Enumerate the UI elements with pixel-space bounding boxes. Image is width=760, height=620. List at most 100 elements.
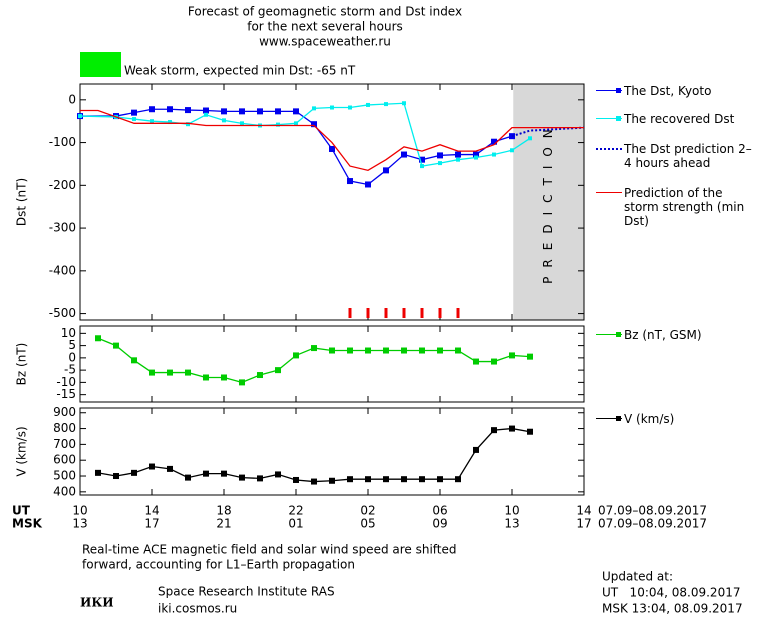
data-point bbox=[347, 476, 353, 483]
y-tick-label: -5 bbox=[64, 363, 76, 377]
x-tick-label: 06 bbox=[432, 504, 447, 518]
data-point bbox=[257, 475, 263, 482]
legend-swatch bbox=[594, 142, 624, 156]
data-point bbox=[168, 120, 172, 125]
data-point bbox=[491, 427, 497, 434]
data-point bbox=[329, 477, 335, 484]
data-point bbox=[510, 148, 514, 153]
data-point bbox=[275, 108, 281, 115]
updated: Updated at: bbox=[602, 570, 673, 584]
legend-item: The Dst prediction 2–4 hours ahead bbox=[594, 142, 754, 170]
plot-frame bbox=[79, 83, 585, 321]
data-point bbox=[437, 476, 443, 483]
y-axis-label: Bz (nT) bbox=[15, 343, 29, 386]
data-point bbox=[221, 108, 227, 115]
x-axis-label: UT bbox=[12, 504, 31, 518]
data-point bbox=[509, 352, 515, 359]
data-point bbox=[365, 476, 371, 483]
data-point bbox=[149, 369, 155, 376]
y-tick-label: -500 bbox=[49, 306, 76, 320]
data-point bbox=[528, 136, 532, 141]
y-tick-label: 400 bbox=[53, 484, 76, 498]
data-point bbox=[311, 478, 317, 485]
data-point bbox=[203, 470, 209, 477]
data-point bbox=[348, 105, 352, 110]
legend-item: The recovered Dst bbox=[594, 112, 754, 126]
data-point bbox=[419, 476, 425, 483]
x-tick-label-msk: 09 bbox=[432, 517, 447, 531]
y-tick-label: 600 bbox=[53, 453, 76, 467]
data-point bbox=[420, 164, 424, 169]
chart-title: Forecast of geomagnetic storm and Dst in… bbox=[188, 5, 462, 19]
data-point bbox=[167, 106, 173, 113]
x-tick-label: 10 bbox=[504, 504, 519, 518]
x-tick-label-msk: 13 bbox=[504, 517, 519, 531]
legend-line bbox=[596, 418, 622, 419]
legend-line bbox=[596, 334, 622, 335]
data-point bbox=[131, 109, 137, 116]
y-axis-label: V (km/s) bbox=[15, 426, 29, 476]
y-tick-label: 800 bbox=[53, 421, 76, 435]
x-tick-label: 14 bbox=[576, 504, 591, 518]
x-tick-label-msk: 13 bbox=[72, 517, 87, 531]
logo: ИКИ bbox=[80, 596, 114, 610]
legend-label: V (km/s) bbox=[624, 412, 675, 426]
data-point bbox=[383, 167, 389, 174]
legend-label: The recovered Dst bbox=[624, 112, 735, 126]
y-tick-label: -200 bbox=[49, 178, 76, 192]
data-point bbox=[456, 157, 460, 162]
y-tick-label: 500 bbox=[53, 469, 76, 483]
series-line bbox=[79, 102, 531, 167]
data-point bbox=[509, 425, 515, 432]
series-line bbox=[97, 427, 531, 483]
legend-marker bbox=[616, 416, 621, 421]
data-point bbox=[312, 106, 316, 111]
y-tick-label: -400 bbox=[49, 263, 76, 277]
y-tick-label: -300 bbox=[49, 221, 76, 235]
data-point bbox=[455, 476, 461, 483]
data-point bbox=[437, 152, 443, 159]
data-point bbox=[131, 357, 137, 364]
data-point bbox=[222, 118, 226, 123]
data-point bbox=[131, 469, 137, 476]
legend-item: Bz (nT, GSM) bbox=[594, 328, 754, 342]
data-point bbox=[401, 347, 407, 354]
y-tick-label: 700 bbox=[53, 437, 76, 451]
legend-marker bbox=[616, 332, 621, 337]
data-point bbox=[113, 342, 119, 349]
data-point bbox=[365, 347, 371, 354]
data-point bbox=[491, 138, 497, 145]
legend-marker bbox=[616, 116, 621, 121]
data-point bbox=[383, 476, 389, 483]
note: Real-time ACE magnetic field and solar w… bbox=[82, 543, 457, 557]
x-tick-label: 14 bbox=[144, 504, 159, 518]
data-point bbox=[185, 474, 191, 481]
data-point bbox=[185, 107, 191, 114]
date-range: 07.09–08.09.2017 bbox=[598, 504, 707, 518]
data-point bbox=[473, 358, 479, 365]
data-point bbox=[293, 352, 299, 359]
data-point bbox=[527, 428, 533, 435]
data-point bbox=[221, 470, 227, 477]
data-point bbox=[167, 369, 173, 376]
data-point bbox=[203, 107, 209, 114]
data-point bbox=[257, 108, 263, 115]
y-tick-label: 0 bbox=[68, 92, 76, 106]
data-point bbox=[186, 122, 190, 127]
data-point bbox=[95, 335, 101, 342]
institute: Space Research Institute RAS bbox=[158, 585, 335, 599]
data-point bbox=[276, 122, 280, 127]
x-tick-label-msk: 17 bbox=[144, 517, 159, 531]
x-tick-label: 22 bbox=[288, 504, 303, 518]
chart-title: www.spaceweather.ru bbox=[259, 35, 391, 49]
legend-swatch bbox=[594, 84, 624, 98]
data-point bbox=[275, 471, 281, 478]
data-point bbox=[492, 152, 496, 157]
legend-line bbox=[596, 118, 622, 119]
data-point bbox=[473, 151, 479, 158]
chart-title: for the next several hours bbox=[247, 20, 403, 34]
data-point bbox=[311, 121, 317, 128]
y-tick-label: -100 bbox=[49, 135, 76, 149]
date-range: 07.09–08.09.2017 bbox=[598, 517, 707, 531]
x-tick-label-msk: 21 bbox=[216, 517, 231, 531]
